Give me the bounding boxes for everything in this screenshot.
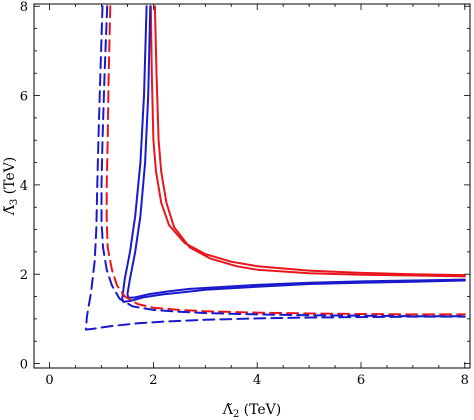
series-line-5 — [105, 5, 466, 316]
series-line-1 — [149, 5, 466, 277]
series-line-3 — [121, 5, 466, 303]
x-tick-label: 8 — [461, 373, 469, 388]
y-axis-title: Λ̃3 (TeV) — [2, 157, 20, 217]
y-axis-title-unit: (TeV) — [2, 157, 18, 199]
x-axis-title: Λ̃2 (TeV) — [222, 402, 282, 420]
series-line-7 — [84, 5, 466, 331]
x-tick-label: 2 — [149, 373, 157, 388]
x-axis-title-sub: 2 — [233, 409, 239, 420]
y-tick-label: 6 — [20, 90, 28, 105]
y-axis-title-sub: 3 — [9, 199, 20, 205]
x-tick-label: 4 — [253, 373, 261, 388]
x-axis-title-unit: (TeV) — [239, 402, 281, 418]
x-tick-label: 6 — [357, 373, 365, 388]
plot-frame — [33, 3, 471, 369]
y-axis-title-main: Λ̃ — [2, 204, 18, 216]
y-tick-label: 2 — [20, 268, 28, 283]
x-tick-label: 0 — [45, 373, 53, 388]
x-axis-title-main: Λ̃ — [222, 402, 234, 418]
axis-ticks: 0 2 4 6 8 0 2 4 6 8 — [20, 0, 470, 388]
y-tick-label: 0 — [20, 358, 28, 373]
series-line-2 — [153, 5, 466, 278]
series-line-4 — [126, 5, 466, 299]
series-group — [84, 5, 466, 331]
series-line-6 — [100, 5, 466, 318]
y-tick-label: 8 — [20, 0, 28, 15]
y-tick-label: 4 — [20, 179, 28, 194]
